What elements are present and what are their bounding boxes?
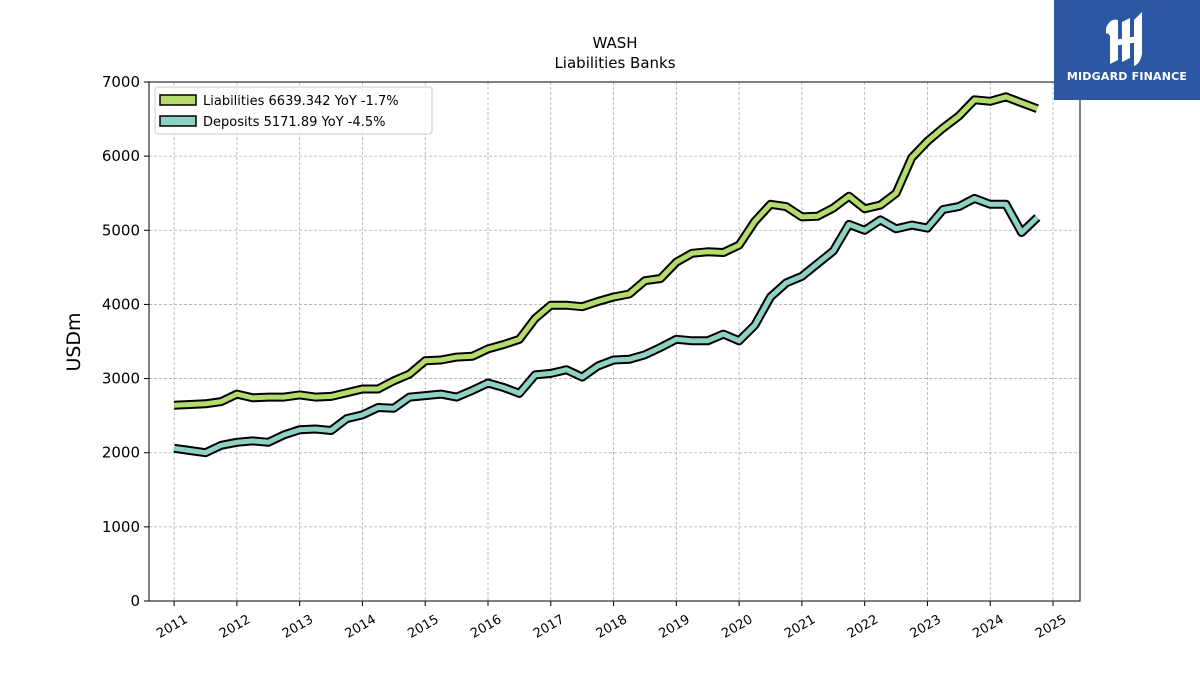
x-tick-label: 2021 [782, 612, 818, 642]
y-tick-label: 7000 [102, 73, 140, 91]
chart-title: WASH [592, 34, 637, 52]
brand-logo-icon [1106, 12, 1142, 66]
y-axis-label: USDm [63, 312, 85, 371]
legend-swatch-deposits [159, 115, 197, 127]
x-tick-label: 2013 [280, 612, 316, 642]
chart-subtitle: Liabilities Banks [554, 54, 675, 72]
y-tick-label: 5000 [102, 221, 140, 239]
series-layer [173, 92, 1041, 458]
x-tick-label: 2025 [1033, 612, 1069, 642]
y-tick-label: 1000 [102, 518, 140, 536]
y-tick-label: 2000 [102, 444, 140, 462]
x-tick-label: 2018 [594, 612, 630, 642]
y-tick-label: 6000 [102, 147, 140, 165]
x-tick-label: 2024 [970, 612, 1006, 642]
series-outline-deposits [173, 193, 1041, 458]
x-tick-label: 2017 [531, 612, 567, 642]
y-ticks: 0 1000 2000 3000 4000 5000 6000 7000 [102, 73, 149, 610]
x-tick-label: 2019 [657, 612, 693, 642]
x-tick-label: 2015 [405, 612, 441, 642]
y-tick-label: 0 [130, 592, 140, 610]
x-tick-label: 2014 [343, 612, 379, 642]
x-tick-label: 2016 [468, 612, 504, 642]
y-tick-label: 3000 [102, 370, 140, 388]
legend-box [154, 86, 433, 135]
x-tick-label: 2012 [217, 612, 253, 642]
x-tick-label: 2020 [719, 612, 755, 642]
series-line-liabilities [173, 94, 1039, 408]
grid [149, 81, 1080, 602]
plot-frame [148, 81, 1081, 602]
x-ticks: 2011 2012 2013 2014 2015 2016 2017 2018 2019 2020… [154, 601, 1069, 642]
legend-label-liabilities: Liabilities 6639.342 YoY -1.7% [203, 94, 399, 109]
legend-swatch-liabilities [159, 94, 197, 106]
legend-label-deposits: Deposits 5171.89 YoY -4.5% [203, 115, 385, 130]
series-line-deposits [173, 195, 1040, 456]
legend: Liabilities 6639.342 YoY -1.7% Deposits … [154, 86, 433, 135]
brand-logo: MIDGARD FINANCE [1054, 0, 1200, 100]
x-tick-label: 2022 [845, 612, 881, 642]
x-tick-label: 2023 [908, 612, 944, 642]
x-tick-label: 2011 [154, 612, 190, 642]
brand-logo-text: MIDGARD FINANCE [1066, 70, 1188, 83]
y-tick-label: 4000 [102, 295, 140, 313]
